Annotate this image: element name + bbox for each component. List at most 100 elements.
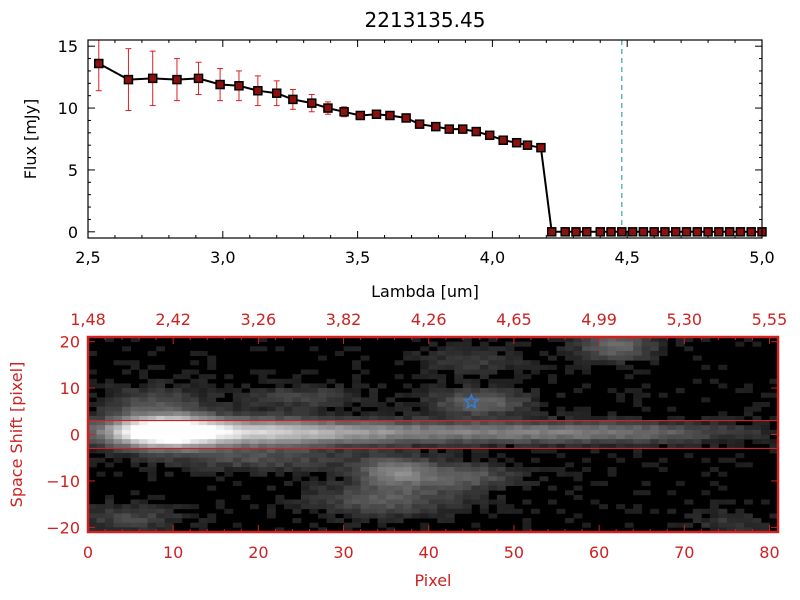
image-pixel <box>565 518 574 524</box>
image-pixel <box>326 485 336 491</box>
image-pixel <box>139 388 149 394</box>
image-pixel <box>403 392 413 398</box>
image-pixel <box>96 420 106 426</box>
image-pixel <box>335 457 344 463</box>
image-pixel <box>96 415 106 421</box>
image-pixel <box>675 480 685 486</box>
image-pixel <box>709 499 719 505</box>
image-pixel <box>96 448 106 454</box>
image-pixel <box>445 485 455 491</box>
image-pixel <box>343 392 353 398</box>
image-pixel <box>122 453 131 459</box>
image-pixel <box>445 439 455 445</box>
image-pixel <box>377 485 387 491</box>
image-pixel <box>420 406 430 412</box>
image-pixel <box>147 476 157 482</box>
image-pixel <box>147 467 157 473</box>
image-pixel <box>556 453 566 459</box>
image-pixel <box>658 346 668 352</box>
image-pixel <box>565 443 574 449</box>
image-pixel <box>386 518 396 524</box>
image-pixel <box>471 346 481 352</box>
image-pixel <box>582 406 591 412</box>
image-pixel <box>318 406 327 412</box>
image-pixel <box>130 522 140 528</box>
image-pixel <box>428 494 438 500</box>
image-pixel <box>139 448 149 454</box>
image-pixel <box>505 480 515 486</box>
image-pixel <box>658 467 668 473</box>
image-pixel <box>752 434 762 440</box>
image-pixel <box>471 388 481 394</box>
image-pixel <box>105 383 114 389</box>
image-pixel <box>437 402 447 408</box>
image-pixel <box>113 392 123 398</box>
image-pixel <box>309 485 319 491</box>
image-pixel <box>735 341 745 347</box>
image-pixel <box>582 337 591 343</box>
image-pixel <box>692 429 702 435</box>
image-pixel <box>488 415 498 421</box>
image-pixel <box>292 443 302 449</box>
image-pixel <box>607 434 617 440</box>
image-pixel <box>198 448 208 454</box>
image-pixel <box>573 411 583 417</box>
image-pixel <box>224 383 234 389</box>
image-pixel <box>122 392 131 398</box>
image-pixel <box>249 462 259 468</box>
image-pixel <box>411 434 421 440</box>
image-pixel <box>207 513 217 519</box>
image-pixel <box>130 415 140 421</box>
image-pixel <box>590 480 600 486</box>
image-pixel <box>266 392 276 398</box>
image-pixel <box>394 513 404 519</box>
image-pixel <box>190 392 200 398</box>
image-pixel <box>454 429 464 435</box>
image-pixel <box>156 494 166 500</box>
image-pixel <box>607 341 617 347</box>
image-pixel <box>633 429 643 435</box>
image-pixel <box>718 415 728 421</box>
image-pixel <box>139 415 149 421</box>
image-pixel <box>445 453 455 459</box>
data-point <box>123 74 134 85</box>
image-top-tick-label: 4,26 <box>411 310 447 329</box>
image-pixel <box>335 462 344 468</box>
image-pixel <box>232 402 242 408</box>
image-pixel <box>420 476 430 482</box>
image-pixel <box>633 434 643 440</box>
data-point <box>660 227 670 237</box>
image-pixel <box>283 467 293 473</box>
image-pixel <box>105 527 114 533</box>
image-pixel <box>607 360 617 366</box>
image-pixel <box>641 480 651 486</box>
data-point <box>385 110 395 121</box>
image-pixel <box>411 429 421 435</box>
image-pixel <box>479 485 489 491</box>
image-pixel <box>462 360 472 366</box>
image-pixel <box>258 369 268 375</box>
image-pixel <box>130 527 140 533</box>
image-pixel <box>454 499 464 505</box>
image-pixel <box>335 392 344 398</box>
image-pixel <box>701 490 711 496</box>
image-pixel <box>275 467 285 473</box>
image-pixel <box>139 508 149 514</box>
image-pixel <box>454 350 464 356</box>
image-pixel <box>658 350 668 356</box>
image-pixel <box>692 518 702 524</box>
image-pixel <box>445 346 455 352</box>
image-pixel <box>428 369 438 375</box>
image-pixel <box>445 411 455 417</box>
image-pixel <box>377 480 387 486</box>
image-pixel <box>420 453 430 459</box>
image-pixel <box>318 499 327 505</box>
image-pixel <box>428 508 438 514</box>
image-pixel <box>156 443 166 449</box>
image-pixel <box>224 508 234 514</box>
image-pixel <box>173 434 183 440</box>
image-pixel <box>701 457 711 463</box>
data-point <box>511 137 522 148</box>
image-pixel <box>207 383 217 389</box>
image-pixel <box>428 397 438 403</box>
